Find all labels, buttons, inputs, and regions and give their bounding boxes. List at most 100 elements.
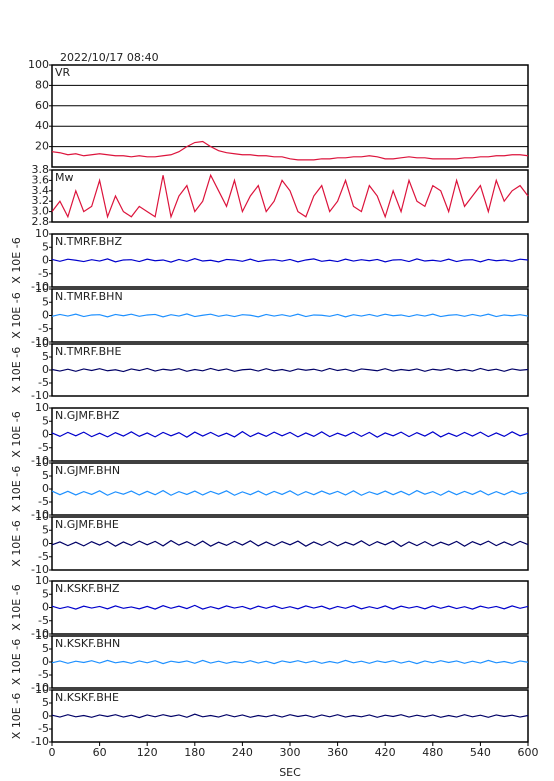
x-tick-label: 600 xyxy=(518,746,539,759)
y-tick-label: 80 xyxy=(35,78,49,91)
panel-frame xyxy=(51,689,529,743)
x-tick-label: 360 xyxy=(327,746,348,759)
y-tick-label: 5 xyxy=(42,295,49,308)
y-tick-label: -10 xyxy=(31,454,49,467)
y-tick-label: 100 xyxy=(28,58,49,71)
x-tick-label: 0 xyxy=(49,746,56,759)
trace-line xyxy=(51,713,529,719)
y-tick-label: -5 xyxy=(38,322,49,335)
y-tick-label: 40 xyxy=(35,119,49,132)
y-tick-label: 10 xyxy=(35,227,49,240)
y-axis-label: X 10E -6 xyxy=(10,584,23,630)
y-axis-label: X 10E -6 xyxy=(10,520,23,566)
y-tick-label: 0 xyxy=(42,709,49,722)
x-tick-label: 540 xyxy=(470,746,491,759)
y-tick-label: -10 xyxy=(31,627,49,640)
y-tick-label: -10 xyxy=(31,508,49,521)
y-axis-label: X 10E -6 xyxy=(10,292,23,338)
y-tick-label: 5 xyxy=(42,587,49,600)
y-tick-label: -10 xyxy=(31,280,49,293)
y-tick-label: 10 xyxy=(35,337,49,350)
y-tick-label: -5 xyxy=(38,376,49,389)
y-tick-label: 5 xyxy=(42,642,49,655)
y-axis-label: X 10E -6 xyxy=(10,411,23,457)
y-axis-label: X 10E -6 xyxy=(10,347,23,393)
panel-frame xyxy=(51,516,529,571)
trace-line xyxy=(51,173,529,219)
panel-frame xyxy=(51,407,529,462)
panel-label: N.KSKF.BHZ xyxy=(55,582,120,595)
trace-line xyxy=(51,489,529,496)
panel-frame xyxy=(51,343,529,397)
panel-label: VR xyxy=(55,66,71,79)
y-tick-label: 2.8 xyxy=(32,215,50,228)
y-tick-label: 10 xyxy=(35,401,49,414)
y-tick-label: 5 xyxy=(42,350,49,363)
trace-line xyxy=(51,659,529,665)
y-tick-label: 3.6 xyxy=(32,173,50,186)
y-tick-label: 0 xyxy=(42,309,49,322)
y-tick-label: 10 xyxy=(35,510,49,523)
y-tick-label: 5 xyxy=(42,414,49,427)
y-tick-label: 3.2 xyxy=(32,194,50,207)
x-tick-label: 240 xyxy=(232,746,253,759)
y-tick-label: -5 xyxy=(38,722,49,735)
y-tick-label: -10 xyxy=(31,389,49,402)
y-tick-label: 3.0 xyxy=(32,205,50,218)
panel-label: N.GJMF.BHE xyxy=(55,518,119,531)
panel-label: N.GJMF.BHN xyxy=(55,464,120,477)
y-tick-label: -5 xyxy=(38,441,49,454)
y-tick-label: 10 xyxy=(35,629,49,642)
y-tick-label: 0 xyxy=(42,601,49,614)
panel-frame xyxy=(51,169,529,223)
y-tick-label: 0 xyxy=(42,363,49,376)
y-tick-label: -5 xyxy=(38,668,49,681)
x-tick-label: 60 xyxy=(93,746,107,759)
x-tick-label: 120 xyxy=(137,746,158,759)
y-tick-label: -10 xyxy=(31,335,49,348)
y-tick-label: 0 xyxy=(42,254,49,267)
y-tick-label: -5 xyxy=(38,550,49,563)
x-tick-label: 180 xyxy=(184,746,205,759)
y-tick-label: 0 xyxy=(42,482,49,495)
x-tick-label: 300 xyxy=(280,746,301,759)
y-tick-label: 5 xyxy=(42,469,49,482)
y-axis-label: X 10E -6 xyxy=(10,693,23,739)
trace-line xyxy=(51,313,529,318)
panel-label: N.TMRF.BHN xyxy=(55,290,123,303)
trace-line xyxy=(51,140,529,161)
x-axis-label: SEC xyxy=(279,766,301,779)
panel-frame xyxy=(51,462,529,516)
y-tick-label: 5 xyxy=(42,523,49,536)
trace-line xyxy=(51,367,529,373)
y-tick-label: 5 xyxy=(42,696,49,709)
timestamp-title: 2022/10/17 08:40 xyxy=(60,51,159,64)
y-tick-label: -10 xyxy=(31,681,49,694)
panel-label: N.KSKF.BHE xyxy=(55,691,119,704)
y-tick-label: 60 xyxy=(35,99,49,112)
trace-line xyxy=(51,539,529,548)
y-tick-label: -5 xyxy=(38,267,49,280)
trace-line xyxy=(51,430,529,438)
y-axis-label: X 10E -6 xyxy=(10,639,23,685)
trace-line xyxy=(51,604,529,610)
panel-label: N.KSKF.BHN xyxy=(55,637,120,650)
y-tick-label: 3.8 xyxy=(32,163,50,176)
panel-frame xyxy=(51,580,529,635)
y-tick-label: 3.4 xyxy=(32,184,50,197)
x-tick-label: 420 xyxy=(375,746,396,759)
panel-label: N.TMRF.BHZ xyxy=(55,235,122,248)
y-axis-label: X 10E -6 xyxy=(10,466,23,512)
y-tick-label: 0 xyxy=(42,428,49,441)
y-tick-label: 10 xyxy=(35,574,49,587)
y-tick-label: 10 xyxy=(35,683,49,696)
y-tick-label: 20 xyxy=(35,140,49,153)
trace-line xyxy=(51,258,529,263)
panel-label: N.TMRF.BHE xyxy=(55,345,121,358)
x-tick-label: 480 xyxy=(422,746,443,759)
y-tick-label: -5 xyxy=(38,495,49,508)
y-axis-label: X 10E -6 xyxy=(10,237,23,283)
y-tick-label: 10 xyxy=(35,456,49,469)
panel-label: Mw xyxy=(55,171,74,184)
